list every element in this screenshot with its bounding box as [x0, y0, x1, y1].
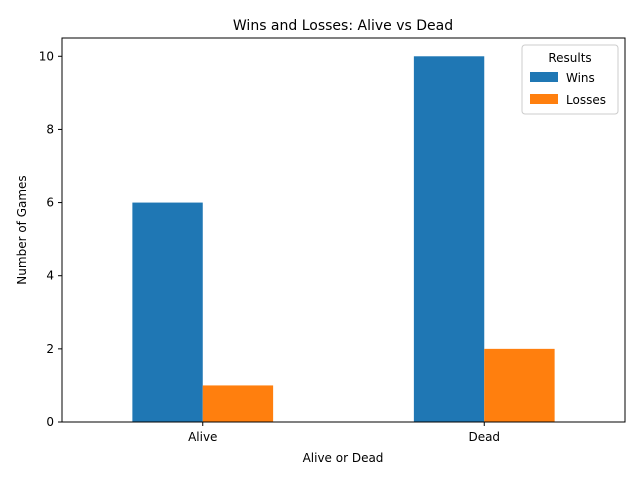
y-tick-label: 0 — [46, 415, 54, 429]
plot-frame — [61, 37, 626, 423]
bar-losses-alive — [202, 385, 274, 422]
x-axis: Alive Dead — [188, 422, 500, 444]
y-tick-label: 6 — [46, 196, 54, 210]
y-tick-label: 8 — [46, 122, 54, 136]
legend: Results Wins Losses — [521, 44, 619, 115]
legend-title: Results — [548, 51, 591, 65]
y-axis-title: Number of Games — [15, 175, 29, 284]
legend-label-losses: Losses — [566, 93, 606, 107]
bar-wins-alive — [132, 202, 203, 422]
legend-swatch-losses — [530, 94, 558, 104]
y-tick-label: 2 — [46, 342, 54, 356]
bar-wins-dead — [413, 56, 485, 423]
x-tick-label: Dead — [468, 430, 500, 444]
y-axis: 0 2 4 6 8 10 — [39, 49, 62, 429]
bar-losses-dead — [484, 348, 555, 422]
y-tick-label: 4 — [46, 269, 54, 283]
chart-title: Wins and Losses: Alive vs Dead — [233, 18, 453, 34]
x-axis-title: Alive or Dead — [303, 451, 384, 465]
x-tick-label: Alive — [188, 430, 217, 444]
bars-group — [132, 56, 555, 423]
legend-swatch-wins — [530, 72, 558, 82]
legend-label-wins: Wins — [566, 71, 595, 85]
y-tick-label: 10 — [39, 49, 54, 63]
legend-items: Wins Losses — [530, 71, 606, 107]
